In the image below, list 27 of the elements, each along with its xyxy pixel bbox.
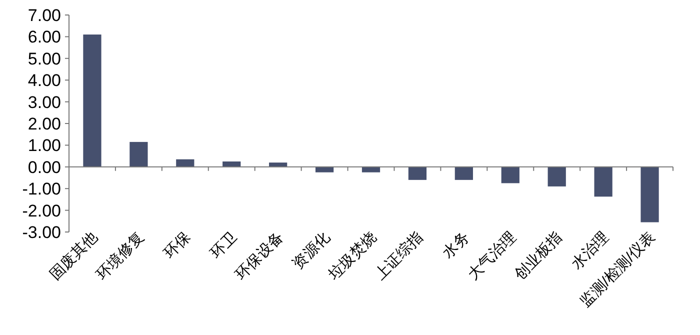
bar <box>454 166 473 180</box>
bar <box>548 166 566 186</box>
x-tick-label: 环保 <box>160 228 194 262</box>
x-tick-label: 环卫 <box>207 228 240 262</box>
bar <box>640 166 659 222</box>
y-tick-label: 3.00 <box>28 92 61 112</box>
bar <box>269 162 288 167</box>
bar <box>594 166 612 197</box>
x-tick-label: 水务 <box>440 228 473 262</box>
bar <box>222 161 241 167</box>
y-tick-label: 0.00 <box>28 158 61 177</box>
y-tick-label: -1.00 <box>22 180 61 199</box>
y-tick-label: -2.00 <box>22 201 61 220</box>
y-tick-label: 7.00 <box>28 6 61 25</box>
bar <box>130 142 148 167</box>
y-tick-label: 4.00 <box>28 71 61 90</box>
bar <box>362 166 380 172</box>
bar <box>176 159 194 167</box>
y-tick-label: 1.00 <box>28 136 61 156</box>
bar <box>408 166 427 180</box>
y-tick-label: 6.00 <box>28 28 61 47</box>
y-tick-label: 2.00 <box>28 114 61 134</box>
bar <box>501 166 520 184</box>
bar <box>83 34 102 167</box>
y-tick-label: -3.00 <box>22 223 61 242</box>
y-tick-label: 5.00 <box>28 49 61 68</box>
bar <box>315 166 334 172</box>
